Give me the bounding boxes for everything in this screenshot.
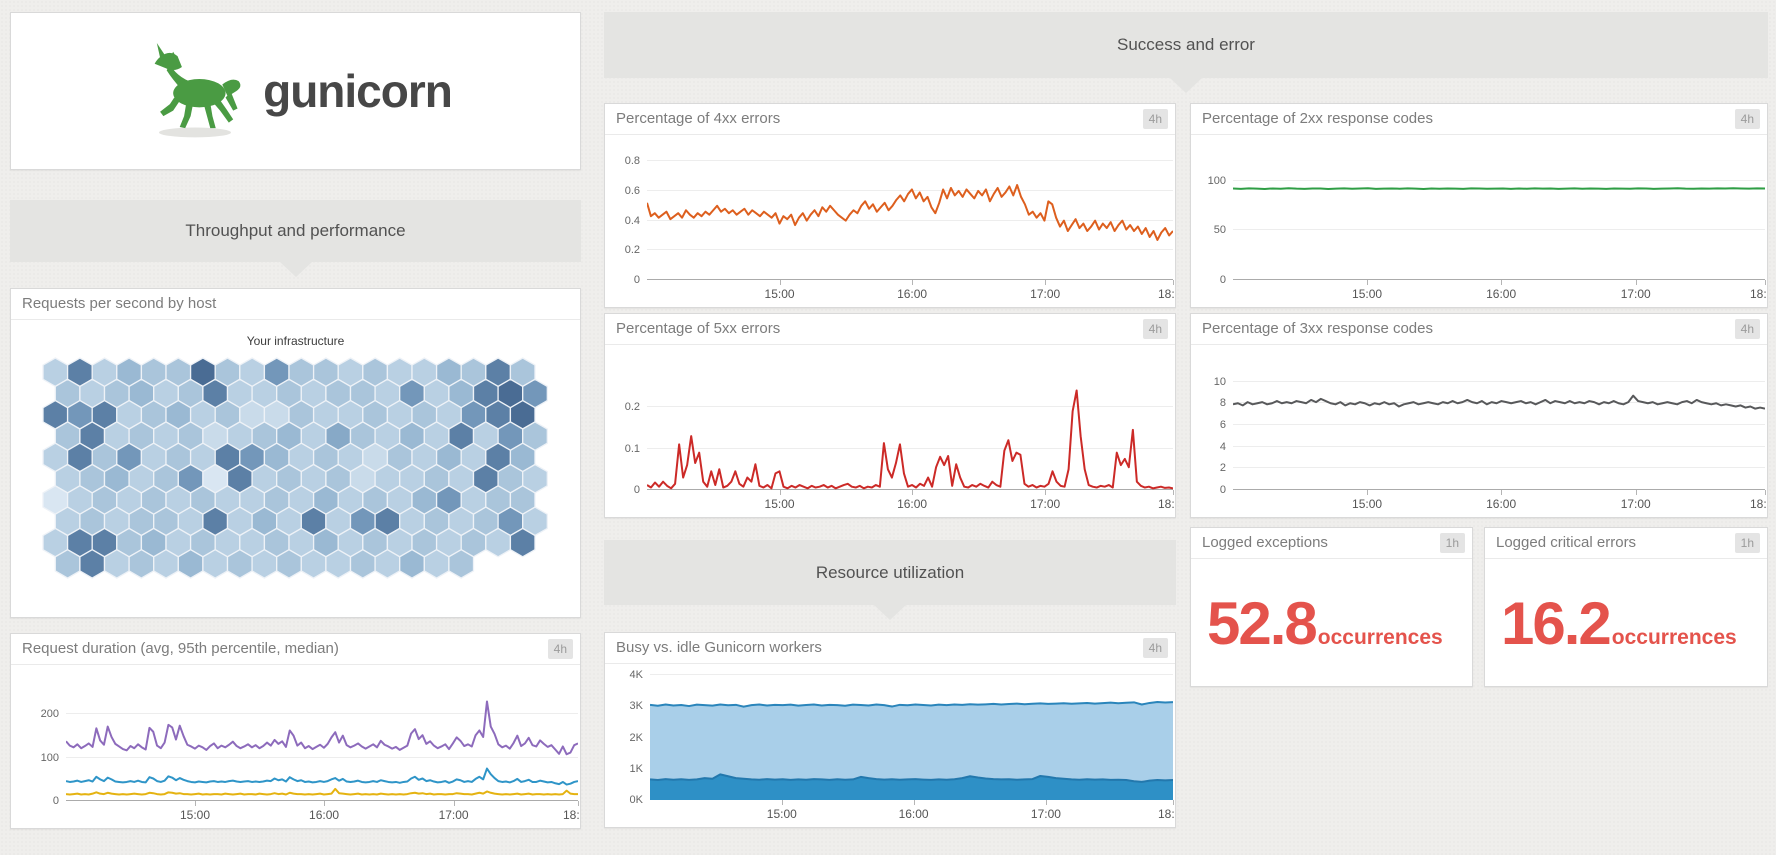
- exceptions-card: Logged exceptions 1h 52.8 occurrences: [1190, 527, 1473, 687]
- timeframe-badge[interactable]: 4h: [1142, 319, 1168, 339]
- card-title: Logged critical errors: [1496, 534, 1637, 551]
- hostmap-chart[interactable]: Your infrastructure: [11, 319, 580, 617]
- critical-errors-card: Logged critical errors 1h 16.2 occurrenc…: [1484, 527, 1768, 687]
- exceptions-value: 52.8 occurrences: [1191, 559, 1472, 658]
- metric-unit: occurrences: [1611, 626, 1737, 649]
- timeframe-badge[interactable]: 4h: [1142, 638, 1168, 658]
- metric-unit: occurrences: [1317, 626, 1443, 649]
- section-header-success: Success and error: [604, 12, 1768, 93]
- card-title: Logged exceptions: [1202, 534, 1328, 551]
- section-pointer: [279, 262, 312, 277]
- section-header-throughput: Throughput and performance: [10, 200, 581, 277]
- p4xx-card: Percentage of 4xx errors 4h 0 0.2 0.4 0.6 0.…: [604, 103, 1176, 308]
- metric-value: 52.8: [1207, 590, 1318, 657]
- section-title: Resource utilization: [815, 562, 965, 582]
- card-title: Percentage of 4xx errors: [616, 110, 781, 127]
- p5xx-card: Percentage of 5xx errors 4h 0 0.1 0.2 15:00…: [604, 313, 1176, 518]
- timeframe-badge[interactable]: 4h: [1142, 109, 1168, 129]
- timeframe-badge[interactable]: 1h: [1734, 533, 1760, 553]
- card-title: Percentage of 5xx errors: [616, 320, 781, 337]
- card-title: Percentage of 3xx response codes: [1202, 320, 1433, 337]
- hostmap-hexgrid[interactable]: [11, 357, 580, 579]
- critical-errors-value: 16.2 occurrences: [1485, 559, 1767, 658]
- card-title: Request duration (avg, 95th percentile, …: [22, 640, 339, 657]
- section-header-resource: Resource utilization: [604, 540, 1176, 620]
- hostmap-subtitle: Your infrastructure: [246, 334, 345, 348]
- section-title: Throughput and performance: [185, 221, 406, 240]
- timeframe-badge[interactable]: 1h: [1439, 533, 1465, 553]
- card-title: Percentage of 2xx response codes: [1202, 110, 1433, 127]
- workers-card: Busy vs. idle Gunicorn workers 4h 0K 1K 2K…: [604, 632, 1176, 828]
- logo-wordmark: gunicorn: [263, 65, 453, 117]
- logo-card: gunicorn: [10, 12, 581, 170]
- section-title: Success and error: [1117, 35, 1255, 54]
- timeframe-badge[interactable]: 4h: [547, 639, 573, 659]
- gunicorn-logo: gunicorn: [11, 13, 580, 169]
- timeframe-badge[interactable]: 4h: [1734, 109, 1760, 129]
- duration-card: Request duration (avg, 95th percentile, …: [10, 633, 581, 829]
- card-title: Busy vs. idle Gunicorn workers: [616, 639, 822, 656]
- section-pointer: [874, 605, 906, 620]
- unicorn-icon: [154, 43, 241, 138]
- card-title: Requests per second by host: [22, 295, 217, 312]
- p2xx-card: Percentage of 2xx response codes 4h 0 50 1…: [1190, 103, 1768, 308]
- section-pointer: [1170, 78, 1202, 93]
- timeframe-badge[interactable]: 4h: [1734, 319, 1760, 339]
- hostmap-card: Requests per second by host Your infrast…: [10, 288, 581, 618]
- metric-value: 16.2: [1501, 590, 1612, 657]
